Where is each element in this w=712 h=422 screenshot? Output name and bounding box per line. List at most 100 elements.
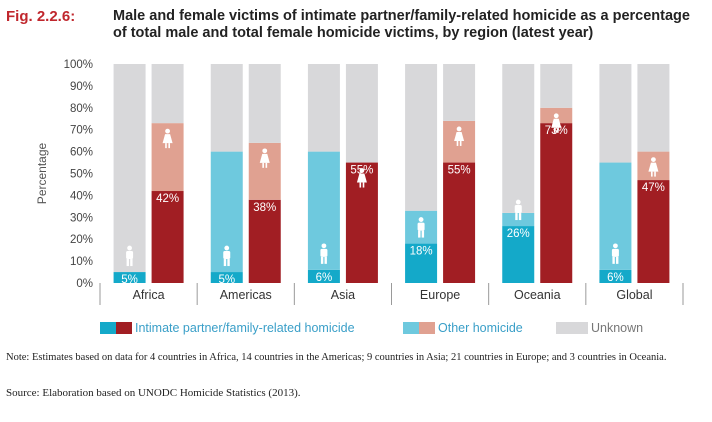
category-label: Africa <box>133 288 165 302</box>
female-figure-icon <box>454 126 465 146</box>
icon-head <box>224 245 230 251</box>
female-figure-icon <box>648 157 659 177</box>
bar-female-intimate-americas <box>248 199 281 283</box>
bar-male-intimate-africa <box>113 272 146 283</box>
legend-label-unknown: Unknown <box>591 321 644 335</box>
female-figure-icon <box>162 128 173 149</box>
icon-leg <box>320 256 324 264</box>
bar-female-unknown-europe <box>443 64 476 121</box>
data-label-female: 73% <box>545 125 568 137</box>
category-label: Americas <box>220 288 272 302</box>
icon-leg <box>168 143 170 149</box>
y-tick-label: 0% <box>76 278 93 290</box>
icon-leg <box>262 162 264 168</box>
y-tick-label: 30% <box>70 212 93 224</box>
bar-female-unknown-africa <box>151 64 184 124</box>
icon-torso <box>514 205 522 214</box>
data-label-female: 38% <box>253 202 276 214</box>
data-label-female: 55% <box>448 165 471 177</box>
category-label: Global <box>616 288 652 302</box>
male-figure-icon <box>611 243 619 264</box>
icon-head <box>418 217 424 222</box>
icon-leg <box>362 182 365 188</box>
y-tick-label: 100% <box>64 59 93 71</box>
data-label-male: 6% <box>316 272 333 284</box>
female-figure-icon <box>259 148 270 168</box>
icon-torso <box>223 251 231 260</box>
icon-leg <box>616 256 619 264</box>
icon-leg <box>421 230 425 238</box>
bar-male-unknown-americas <box>210 64 243 152</box>
icon-dress <box>259 153 270 163</box>
bar-male-other-oceania <box>502 212 535 227</box>
icon-head <box>651 157 656 163</box>
male-figure-icon <box>417 217 425 238</box>
data-label-female: 47% <box>642 182 665 194</box>
male-figure-icon <box>514 199 522 221</box>
legend-item-intimate: Intimate partner/family-related homicide <box>100 321 355 335</box>
bar-female-unknown-global <box>637 64 670 152</box>
bar-male-intimate-oceania <box>502 226 535 283</box>
legend-swatch-other <box>403 322 435 334</box>
category-label: Asia <box>331 288 355 302</box>
female-figure-icon <box>356 168 367 188</box>
legend-item-other: Other homicide <box>403 321 523 335</box>
legend: Intimate partner/family-related homicide… <box>100 321 700 337</box>
data-label-male: 6% <box>607 272 624 284</box>
legend-swatch-intimate <box>100 322 132 334</box>
icon-leg <box>553 127 556 133</box>
data-label-female: 42% <box>156 193 179 205</box>
bar-male-unknown-oceania <box>502 64 535 213</box>
icon-leg <box>418 230 421 238</box>
y-tick-label: 90% <box>70 81 93 93</box>
icon-head <box>456 126 462 132</box>
bar-male-intimate-asia <box>307 269 340 283</box>
icon-leg <box>651 171 653 177</box>
icon-leg <box>165 143 167 149</box>
bar-male-intimate-europe <box>405 243 438 283</box>
bar-female-intimate-europe <box>443 162 476 283</box>
icon-head <box>127 245 132 251</box>
icon-leg <box>265 162 268 168</box>
category-label: Oceania <box>514 288 561 302</box>
data-label-male: 5% <box>218 274 235 286</box>
legend-label-intimate: Intimate partner/family-related homicide <box>135 321 355 335</box>
bar-female-unknown-oceania <box>540 64 573 108</box>
icon-leg <box>223 259 227 267</box>
data-label-male: 18% <box>410 246 433 258</box>
y-tick-label: 50% <box>70 169 93 181</box>
icon-leg <box>227 259 230 267</box>
legend-item-unknown: Unknown <box>556 321 643 335</box>
icon-torso <box>611 248 619 257</box>
male-figure-icon <box>126 245 134 267</box>
y-tick-label: 10% <box>70 256 93 268</box>
icon-dress <box>356 173 367 183</box>
data-label-male: 5% <box>121 274 138 286</box>
female-figure-icon <box>551 113 562 133</box>
bar-female-intimate-asia <box>345 162 378 283</box>
icon-head <box>515 199 521 205</box>
y-tick-label: 60% <box>70 147 93 159</box>
icon-head <box>262 148 268 154</box>
icon-torso <box>417 222 425 231</box>
icon-dress <box>551 118 562 128</box>
data-label-male: 26% <box>507 228 530 240</box>
bar-male-unknown-global <box>599 64 632 163</box>
chart-source: Source: Elaboration based on UNODC Homic… <box>6 387 301 399</box>
bar-male-unknown-africa <box>113 64 146 273</box>
icon-leg <box>515 213 518 221</box>
icon-leg <box>518 213 522 221</box>
bar-male-intimate-americas <box>210 272 243 283</box>
male-figure-icon <box>320 243 328 264</box>
icon-torso <box>126 251 134 260</box>
icon-leg <box>324 256 327 264</box>
icon-head <box>553 113 559 119</box>
chart-note: Note: Estimates based on data for 4 coun… <box>6 352 667 363</box>
male-figure-icon <box>223 245 231 267</box>
icon-leg <box>557 127 559 133</box>
icon-head <box>359 168 365 173</box>
icon-leg <box>612 256 615 264</box>
legend-swatch-unknown <box>556 322 588 334</box>
icon-leg <box>130 259 133 267</box>
icon-leg <box>459 140 462 146</box>
